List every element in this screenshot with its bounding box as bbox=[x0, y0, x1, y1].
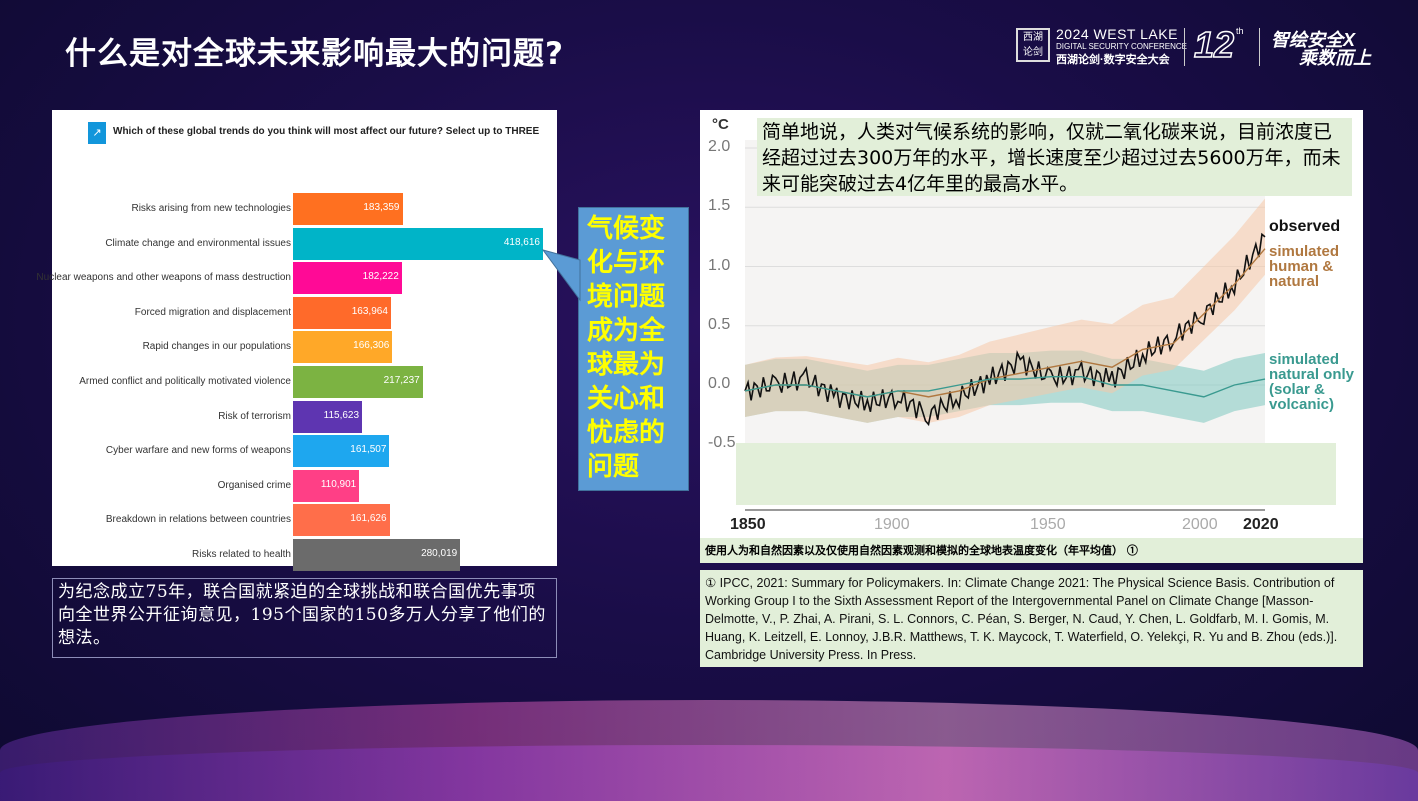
page-title: 什么是对全球未来影响最大的问题? bbox=[65, 36, 564, 72]
legend-simulated-human-natural: simulated human & natural bbox=[1269, 243, 1340, 290]
y-tick: 1.0 bbox=[708, 256, 731, 274]
bar-label: Forced migration and displacement bbox=[134, 306, 291, 318]
bar-value: 161,626 bbox=[350, 513, 387, 525]
bar-value: 163,964 bbox=[351, 305, 388, 317]
legend-simulated-natural: simulated natural only (solar & volcanic… bbox=[1269, 351, 1355, 413]
bar-value: 183,359 bbox=[363, 202, 400, 213]
callout-box: 气候变化与环境问题成为全球最为关心和忧虑的问题 bbox=[578, 207, 689, 491]
bar-label: Climate change and environmental issues bbox=[105, 237, 291, 249]
bar-label: Cyber warfare and new forms of weapons bbox=[105, 445, 291, 457]
logo-edition-suffix: th bbox=[1236, 26, 1244, 36]
blank-overlay-box bbox=[736, 443, 1336, 505]
bar: 166,306 bbox=[293, 331, 393, 364]
logo-edition: 12 bbox=[1193, 23, 1235, 66]
bar: 182,222 bbox=[293, 262, 402, 295]
bar-value: 217,237 bbox=[383, 375, 420, 386]
bar: 280,019 bbox=[293, 539, 461, 571]
y-tick: -0.5 bbox=[708, 434, 736, 452]
chart-title: Which of these global trends do you thin… bbox=[113, 126, 540, 137]
bar-value: 110,901 bbox=[320, 478, 357, 490]
bar-label: Risks related to health bbox=[192, 549, 291, 560]
bar: 163,964 bbox=[293, 296, 391, 329]
bar-value: 418,616 bbox=[503, 236, 540, 248]
bar: 115,623 bbox=[293, 400, 363, 433]
bar-value: 182,222 bbox=[362, 271, 399, 283]
series-line-0 bbox=[744, 232, 1266, 427]
bar-value: 166,306 bbox=[353, 340, 390, 352]
bar-value: 280,019 bbox=[421, 548, 458, 559]
reference-note: ① IPCC, 2021: Summary for Policymakers. … bbox=[700, 570, 1363, 667]
x-tick: 2020 bbox=[1243, 516, 1279, 533]
x-tick: 1950 bbox=[1030, 516, 1066, 533]
bar-label: Breakdown in relations between countries bbox=[105, 514, 291, 526]
logo-line2: DIGITAL SECURITY CONFERENCE bbox=[1056, 42, 1187, 51]
chart-caption: 使用人为和自然因素以及仅使用自然因素观测和模拟的全球地表温度变化（年平均值） ① bbox=[700, 538, 1363, 563]
series-line-2 bbox=[744, 376, 1266, 398]
bar: 110,901 bbox=[293, 469, 360, 502]
arrow-up-right-icon[interactable]: ↗ bbox=[88, 122, 106, 144]
intro-text-box: 简单地说，人类对气候系统的影响，仅就二氧化碳来说，目前浓度已经超过过去300万年… bbox=[757, 118, 1352, 196]
x-tick: 1900 bbox=[874, 516, 910, 533]
bar: 161,507 bbox=[293, 435, 390, 468]
bar: 161,626 bbox=[293, 504, 390, 537]
legend-observed: observed bbox=[1269, 218, 1341, 235]
conference-logo: 西湖 论剑 2024 WEST LAKE DIGITAL SECURITY CON… bbox=[1016, 23, 1401, 68]
y-tick: 0.0 bbox=[708, 375, 731, 392]
bar-value: 161,507 bbox=[350, 444, 387, 456]
band-1 bbox=[745, 198, 1265, 423]
seal-logo-icon: 西湖 论剑 bbox=[1016, 28, 1050, 62]
bar-label: Organised crime bbox=[217, 479, 291, 491]
bar-value: 115,623 bbox=[323, 409, 360, 421]
x-tick: 1850 bbox=[730, 516, 766, 533]
y-tick: 2.0 bbox=[708, 138, 731, 155]
callout-pointer bbox=[541, 249, 581, 302]
logo-line3: 西湖论剑·数字安全大会 bbox=[1056, 54, 1170, 66]
bar-label: Nuclear weapons and other weapons of mas… bbox=[36, 272, 291, 284]
y-tick: 1.5 bbox=[708, 197, 731, 215]
bar: 217,237 bbox=[293, 366, 423, 398]
logo-line1: 2024 WEST LAKE bbox=[1056, 26, 1178, 42]
bar-label: Armed conflict and politically motivated… bbox=[79, 376, 291, 387]
logo-divider bbox=[1259, 28, 1260, 66]
bar-label: Risk of terrorism bbox=[218, 410, 291, 422]
logo-slogan2: 乘数而上 bbox=[1299, 48, 1371, 68]
logo-divider bbox=[1184, 28, 1185, 66]
background-wave bbox=[0, 745, 1418, 801]
y-axis-unit: °C bbox=[712, 116, 729, 133]
survey-note: 为纪念成立75年，联合国就紧迫的全球挑战和联合国优先事项向全世界公开征询意见，1… bbox=[52, 578, 557, 658]
bar: 418,616 bbox=[293, 227, 543, 260]
bar-label: Rapid changes in our populations bbox=[142, 341, 291, 353]
bar: 183,359 bbox=[293, 193, 403, 225]
y-tick: 0.5 bbox=[708, 315, 731, 333]
logo-slogan1: 智绘安全X bbox=[1271, 30, 1356, 50]
bar-label: Risks arising from new technologies bbox=[131, 203, 291, 214]
x-tick: 2000 bbox=[1182, 516, 1218, 533]
